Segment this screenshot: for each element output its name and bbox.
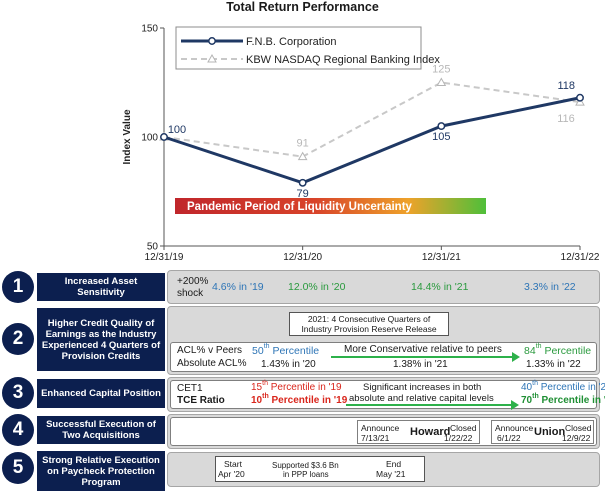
cet1-percentile-2022: 40th Percentile in '22 — [521, 380, 605, 393]
capital-arrow-head — [511, 400, 519, 410]
ppp-start-date: Apr '20 — [218, 469, 245, 479]
conservative-arrow-text: More Conservative relative to peers — [344, 344, 502, 355]
union-closed-date: 12/9/22 — [562, 433, 591, 443]
legend-box — [175, 26, 422, 70]
x-tick-label: 12/31/19 — [145, 252, 184, 263]
cet1-percentile-2019: 15th Percentile in '19 — [251, 380, 342, 393]
acl-percentile-2022: 84th Percentile — [524, 343, 592, 357]
fnb-point — [298, 178, 307, 187]
kbw-data-label: 116 — [557, 113, 575, 125]
provision-release-note: 2021: 4 Consecutive Quarters of Industry… — [289, 312, 449, 336]
row-label-ppp: Strong Relative Execution on Paycheck Pr… — [37, 451, 165, 491]
row-label-asset-sensitivity: Increased Asset Sensitivity — [37, 273, 165, 301]
row-panel-capital-position: CET1 TCE Ratio 15th Percentile in '19 10… — [167, 377, 605, 412]
union-announce-date: 6/1/22 — [497, 433, 521, 443]
fnb-data-label: 118 — [557, 80, 575, 92]
row-panel-credit-quality: 2021: 4 Consecutive Quarters of Industry… — [167, 306, 600, 375]
union-announce-label: Announce — [495, 423, 534, 433]
fnb-series-line — [163, 96, 581, 185]
note-line-1: 2021: 4 Consecutive Quarters of — [307, 314, 431, 324]
kbw-data-label: 125 — [432, 64, 450, 76]
kbw-data-label: 91 — [297, 138, 309, 150]
tce-percentile-2019: 10th Percentile in '19 — [251, 393, 348, 406]
ppp-end-label: End — [386, 459, 402, 469]
row-number-5: 5 — [2, 452, 34, 484]
legend-fnb-label: F.N.B. Corporation — [246, 36, 336, 48]
capital-arrow-text-1: Significant increases in both — [363, 382, 482, 393]
y-tick-label: 150 — [141, 24, 158, 35]
row-label-acquisitions: Successful Execution of Two Acquisitions — [37, 416, 165, 444]
capital-box: CET1 TCE Ratio 15th Percentile in '19 10… — [170, 380, 605, 410]
ppp-end-date: May '21 — [376, 469, 406, 479]
row-panel-asset-sensitivity: +200% shock 4.6% in '19 12.0% in '20 14.… — [167, 270, 600, 304]
absolute-acl-label: Absolute ACL% — [177, 358, 247, 369]
capital-arrow-line — [346, 404, 511, 406]
fnb-data-label: 105 — [432, 131, 450, 143]
note-line-2: Industry Provision Reserve Release — [301, 324, 437, 334]
shock-label-top: +200% — [177, 276, 209, 287]
legend-kbw-label: KBW NASDAQ Regional Banking Index — [246, 54, 440, 66]
y-tick-label: 50 — [147, 242, 159, 253]
howard-closed-date: 1/22/22 — [444, 433, 473, 443]
howard-announce-label: Announce — [361, 423, 400, 433]
acl-percentile-2020: 50th Percentile — [252, 343, 320, 357]
union-closed-label: Closed — [565, 423, 592, 433]
sensitivity-2020: 12.0% in '20 — [288, 281, 346, 293]
cet1-label: CET1 — [177, 383, 203, 394]
row-label-credit-quality: Higher Credit Quality of Earnings as the… — [37, 308, 165, 371]
kbw-point — [436, 77, 447, 86]
chart-title: Total Return Performance — [226, 0, 379, 14]
total-return-chart: 50 100 150 12/31/19 12/31/20 12/31/21 12/31/22… — [122, 24, 600, 264]
howard-closed-label: Closed — [450, 423, 477, 433]
kbw-point — [297, 151, 308, 161]
row-panel-ppp: Start Apr '20 Supported $3.6 Bn in PPP l… — [167, 452, 600, 487]
ppp-box: Start Apr '20 Supported $3.6 Bn in PPP l… — [215, 456, 425, 482]
ppp-start-label: Start — [224, 459, 242, 469]
row-number-2: 2 — [2, 323, 34, 355]
fnb-point — [437, 122, 446, 131]
howard-announce-date: 7/13/21 — [361, 433, 390, 443]
ppp-supported-line-1: Supported $3.6 Bn — [272, 461, 339, 470]
fnb-data-label: 79 — [297, 188, 309, 200]
fnb-point — [160, 133, 168, 141]
conservative-arrow-head — [512, 352, 520, 362]
y-axis-label: Index Value — [122, 109, 133, 164]
row-panel-acquisitions: Announce 7/13/21 Howard Closed 1/22/22 A… — [167, 414, 600, 449]
row-label-capital-position: Enhanced Capital Position — [37, 379, 165, 408]
howard-acquisition: Announce 7/13/21 Howard Closed 1/22/22 — [357, 420, 480, 444]
union-name: Union — [534, 426, 566, 438]
ppp-supported-line-2: in PPP loans — [283, 470, 329, 479]
sensitivity-2019: 4.6% in '19 — [212, 281, 264, 293]
capital-arrow-text-2: absolute and relative capital levels — [349, 393, 494, 404]
acquisitions-box: Announce 7/13/21 Howard Closed 1/22/22 A… — [170, 417, 597, 446]
row-number-3: 3 — [2, 377, 34, 409]
row-number-4: 4 — [2, 414, 34, 446]
sensitivity-2022: 3.3% in '22 — [524, 281, 576, 293]
pandemic-band-label: Pandemic Period of Liquidity Uncertainty — [187, 201, 413, 213]
union-acquisition: Announce 6/1/22 Union Closed 12/9/22 — [491, 420, 594, 444]
x-tick-label: 12/31/20 — [283, 252, 322, 263]
pandemic-band — [175, 198, 486, 214]
acl-box: ACL% v Peers Absolute ACL% 50th Percenti… — [170, 342, 597, 372]
y-tick-label: 100 — [141, 133, 158, 144]
kbw-series-line — [163, 81, 581, 158]
sensitivity-2021: 14.4% in '21 — [411, 281, 469, 293]
howard-name: Howard — [410, 426, 451, 438]
tce-ratio-label: TCE Ratio — [177, 395, 225, 406]
acl-2021: 1.38% in '21 — [393, 359, 448, 370]
conservative-arrow-line — [331, 356, 512, 358]
acl-2020: 1.43% in '20 — [261, 359, 316, 370]
x-tick-label: 12/31/22 — [561, 252, 600, 263]
tce-percentile-2022: 70th Percentile in '22 — [521, 393, 605, 406]
fnb-point — [576, 93, 584, 102]
legend-fnb-marker — [208, 37, 216, 45]
acl-peers-label: ACL% v Peers — [177, 345, 243, 356]
fnb-data-label: 100 — [168, 124, 186, 136]
acl-2022: 1.33% in '22 — [526, 359, 581, 370]
row-number-1: 1 — [2, 271, 34, 303]
shock-label-bottom: shock — [177, 288, 204, 299]
x-tick-label: 12/31/21 — [422, 252, 461, 263]
legend-kbw-marker — [207, 53, 217, 63]
